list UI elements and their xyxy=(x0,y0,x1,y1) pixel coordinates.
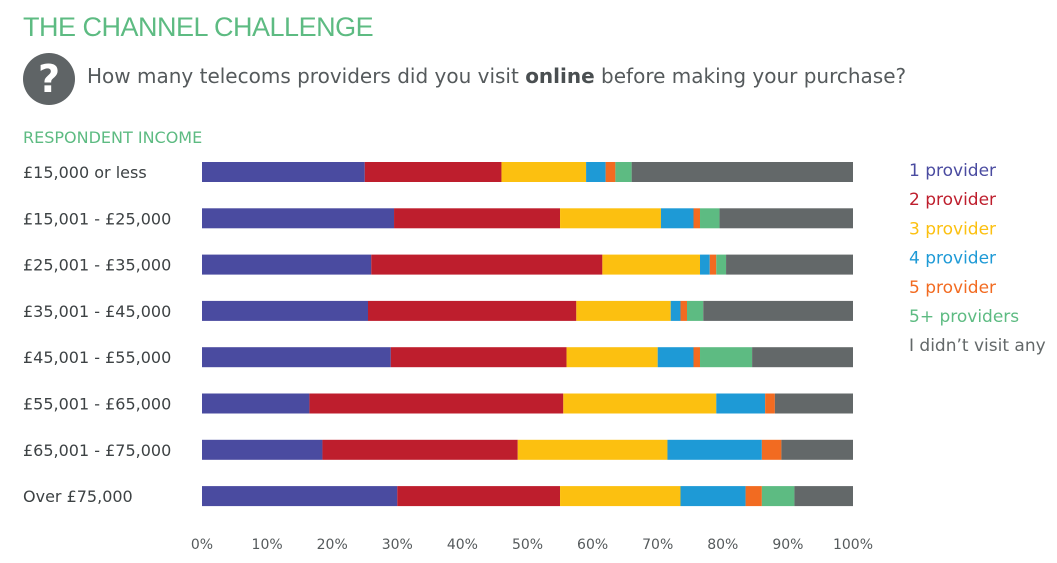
category-label: Over £75,000 xyxy=(23,487,133,506)
bar-segment xyxy=(202,208,395,229)
legend-item: 5 provider xyxy=(909,278,996,298)
bar-segment xyxy=(586,162,606,182)
bar-segment xyxy=(700,254,710,275)
bar-segment xyxy=(781,439,853,460)
bar-segment xyxy=(309,393,564,414)
bar-segment xyxy=(605,162,616,182)
bar-segment xyxy=(667,439,762,460)
bar-segment xyxy=(709,254,717,275)
bar-segment xyxy=(602,254,701,275)
bar-segment xyxy=(693,347,701,368)
bar-segment xyxy=(202,393,310,414)
bar-segment xyxy=(560,208,661,229)
x-tick-label: 100% xyxy=(833,537,873,553)
x-tick-label: 60% xyxy=(577,537,608,553)
category-label: £25,001 - £35,000 xyxy=(23,256,171,275)
question-text: How many telecoms providers did you visi… xyxy=(87,64,906,88)
category-label: £15,001 - £25,000 xyxy=(23,209,171,228)
bar-segment xyxy=(719,208,853,229)
bar-segment xyxy=(700,208,720,229)
x-tick-label: 90% xyxy=(772,537,803,553)
x-tick-label: 70% xyxy=(642,537,673,553)
bar-segment xyxy=(560,486,681,507)
question-text-pre: How many telecoms providers did you visi… xyxy=(87,64,526,88)
bar-segment xyxy=(726,254,853,275)
category-label: £45,001 - £55,000 xyxy=(23,348,171,367)
bar-segment xyxy=(745,486,762,507)
bar-segment xyxy=(761,439,782,460)
bar-segment xyxy=(202,300,368,321)
bar-segment xyxy=(680,486,746,507)
x-axis-tick-labels: 0% 10% 20% 30% 40% 50% 60% 70% 80% 90% 100% xyxy=(191,537,873,553)
chart-subtitle: RESPONDENT INCOME xyxy=(23,128,203,147)
bar-segment xyxy=(700,347,753,368)
legend: 1 provider 2 provider 3 provider 4 provider… xyxy=(909,161,1046,356)
question-mark-icon: ? xyxy=(23,53,75,105)
question-text-post: before making your purchase? xyxy=(594,64,907,88)
bar-segment xyxy=(660,208,694,229)
bar-segment xyxy=(368,300,577,321)
x-tick-label: 20% xyxy=(317,537,348,553)
bar-segment xyxy=(794,486,853,507)
x-tick-label: 40% xyxy=(447,537,478,553)
legend-item: 4 provider xyxy=(909,249,996,269)
bar-segment xyxy=(202,347,391,368)
category-label: £15,000 or less xyxy=(23,163,147,182)
bar-segment xyxy=(394,208,561,229)
legend-item: 5+ providers xyxy=(909,307,1019,327)
bar-segment xyxy=(364,162,502,182)
bar-segment xyxy=(563,393,717,414)
bar-segment xyxy=(501,162,587,182)
bar-segment xyxy=(752,347,853,368)
bar-segment xyxy=(322,439,518,460)
bar-segment xyxy=(566,347,658,368)
bar-segment xyxy=(631,162,853,182)
x-tick-label: 30% xyxy=(382,537,413,553)
bar-segment xyxy=(202,254,372,275)
bar-segment xyxy=(397,486,561,507)
bar-segment xyxy=(657,347,694,368)
bar-segment xyxy=(517,439,668,460)
bar-segment xyxy=(703,300,853,321)
question-text-bold: online xyxy=(525,64,595,88)
legend-item: 2 provider xyxy=(909,190,996,210)
category-labels: £15,000 or less £15,001 - £25,000 £25,001 … xyxy=(23,163,171,506)
bar-segment xyxy=(202,162,365,182)
bar-segment xyxy=(670,300,681,321)
bar-segment xyxy=(390,347,567,368)
legend-item: 3 provider xyxy=(909,219,996,239)
legend-item: 1 provider xyxy=(909,161,996,181)
bars-group xyxy=(202,162,853,507)
bar-segment xyxy=(202,439,323,460)
bar-segment xyxy=(716,254,727,275)
bar-segment xyxy=(687,300,704,321)
bar-segment xyxy=(371,254,603,275)
legend-item: I didn’t visit any xyxy=(909,336,1046,356)
bar-segment xyxy=(615,162,632,182)
bar-segment xyxy=(774,393,853,414)
bar-segment xyxy=(693,208,701,229)
x-tick-label: 50% xyxy=(512,537,543,553)
category-label: £55,001 - £65,000 xyxy=(23,395,171,414)
x-tick-label: 80% xyxy=(707,537,738,553)
bar-segment xyxy=(202,486,398,507)
bar-segment xyxy=(765,393,775,414)
bar-segment xyxy=(761,486,795,507)
chart-title: THE CHANNEL CHALLENGE xyxy=(23,12,374,42)
bar-segment xyxy=(716,393,766,414)
category-label: £35,001 - £45,000 xyxy=(23,302,171,321)
category-label: £65,001 - £75,000 xyxy=(23,441,171,460)
bar-segment xyxy=(576,300,671,321)
x-tick-label: 10% xyxy=(252,537,283,553)
bar-segment xyxy=(680,300,687,321)
x-tick-label: 0% xyxy=(191,537,213,553)
